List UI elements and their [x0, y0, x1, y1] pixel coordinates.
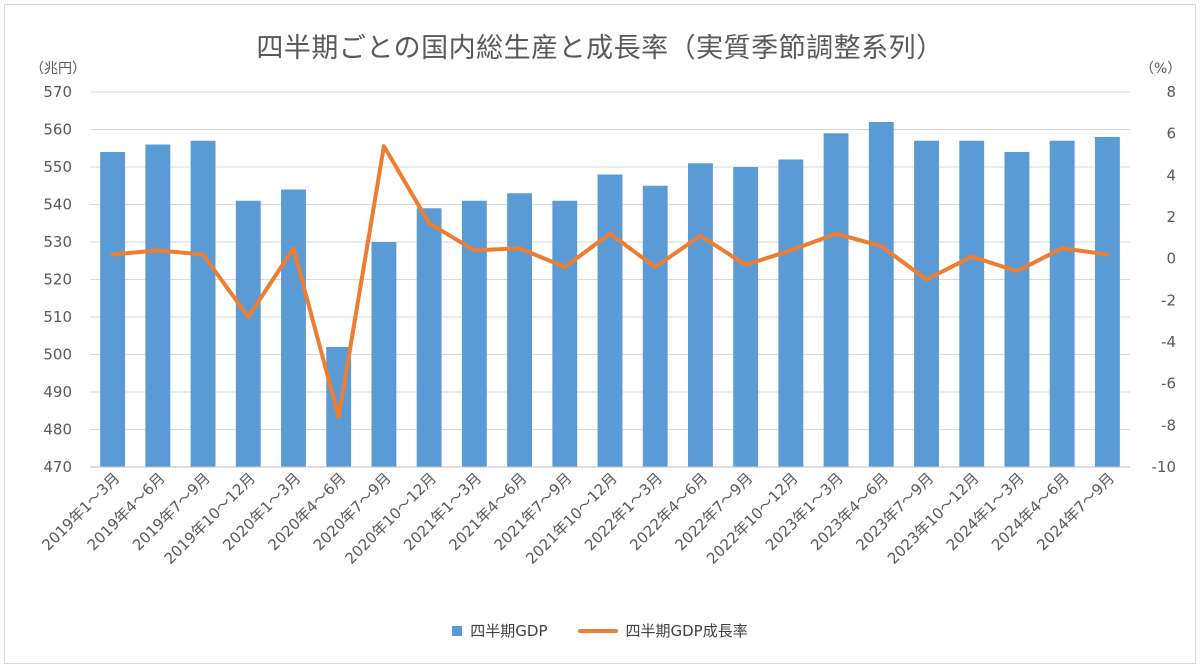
x-tick-label: 2022年7～9月 [671, 469, 756, 554]
gdp-bar [145, 144, 171, 467]
gdp-bar [868, 122, 894, 467]
gdp-bar [1004, 152, 1030, 467]
x-tick-label: 2023年1～3月 [762, 469, 847, 554]
x-tick-label: 2023年7～9月 [852, 469, 937, 554]
x-tick-label: 2021年1～3月 [400, 469, 485, 554]
chart-legend: 四半期GDP 四半期GDP成長率 [0, 620, 1200, 641]
x-tick-label: 2020年4～6月 [264, 469, 349, 554]
right-tick-label: 6 [1166, 125, 1176, 143]
gdp-bar [688, 163, 713, 467]
legend-swatch-line [577, 628, 618, 633]
gdp-bar [1049, 140, 1075, 467]
x-tick-label: 2020年7～9月 [310, 469, 395, 554]
gdp-bar [1094, 137, 1120, 467]
x-tick-label: 2019年1～3月 [38, 469, 123, 554]
left-tick-label: 560 [43, 121, 72, 139]
legend-item-growth: 四半期GDP成長率 [577, 620, 748, 641]
gdp-bar [778, 159, 804, 467]
x-tick-label: 2021年7～9月 [491, 469, 576, 554]
x-tick-label: 2024年7～9月 [1033, 469, 1118, 554]
left-tick-label: 530 [43, 233, 72, 251]
gdp-bar [733, 167, 759, 467]
gdp-bar [371, 242, 397, 467]
chart-title: 四半期ごとの国内総生産と成長率（実質季節調整系列） [256, 33, 944, 64]
gdp-bar [281, 189, 306, 467]
right-tick-label: 2 [1166, 208, 1176, 226]
left-axis-unit: （兆円） [30, 61, 86, 77]
legend-item-gdp: 四半期GDP [452, 620, 548, 641]
left-tick-label: 550 [43, 158, 72, 176]
x-tick-label: 2022年4～6月 [626, 469, 711, 554]
right-tick-label: -2 [1161, 291, 1176, 309]
legend-swatch-bar [452, 625, 463, 636]
x-tick-label: 2022年1～3月 [581, 469, 666, 554]
gdp-bar [823, 133, 849, 467]
right-tick-label: -8 [1161, 416, 1176, 434]
gdp-bar [235, 200, 261, 467]
x-tick-label: 2024年1～3月 [943, 469, 1028, 554]
right-tick-label: 0 [1166, 250, 1176, 268]
left-tick-label: 570 [43, 83, 72, 101]
gdp-bar [461, 200, 487, 467]
gdp-bar [416, 208, 442, 467]
left-tick-label: 470 [43, 458, 72, 476]
x-tick-label: 2021年4～6月 [445, 469, 530, 554]
x-tick-label: 2020年1～3月 [219, 469, 304, 554]
gdp-bar [507, 193, 532, 467]
gdp-bar [597, 174, 623, 467]
right-axis-unit: （%） [1140, 61, 1182, 77]
gdp-bar [914, 140, 939, 467]
x-tick-label: 2019年4～6月 [84, 469, 169, 554]
x-tick-label: 2023年4～6月 [807, 469, 892, 554]
left-tick-label: 490 [43, 383, 72, 401]
left-tick-label: 520 [43, 271, 72, 289]
right-tick-label: -6 [1161, 375, 1176, 393]
right-tick-label: -4 [1161, 333, 1176, 351]
left-tick-label: 480 [43, 421, 72, 439]
left-tick-label: 500 [43, 346, 72, 364]
gdp-bar [100, 152, 126, 467]
right-tick-label: 8 [1166, 83, 1176, 101]
x-tick-label: 2019年7～9月 [129, 469, 214, 554]
right-tick-label: 4 [1166, 166, 1176, 184]
legend-label-gdp: 四半期GDP [470, 622, 548, 640]
gdp-bar [959, 140, 985, 467]
left-tick-label: 510 [43, 308, 72, 326]
right-tick-label: -10 [1152, 458, 1177, 476]
x-tick-label: 2024年4～6月 [988, 469, 1073, 554]
legend-label-growth: 四半期GDP成長率 [625, 622, 748, 640]
left-tick-label: 540 [43, 196, 72, 214]
gdp-bar [190, 140, 216, 467]
gdp-bar [552, 200, 578, 467]
gdp-bar [642, 185, 668, 467]
